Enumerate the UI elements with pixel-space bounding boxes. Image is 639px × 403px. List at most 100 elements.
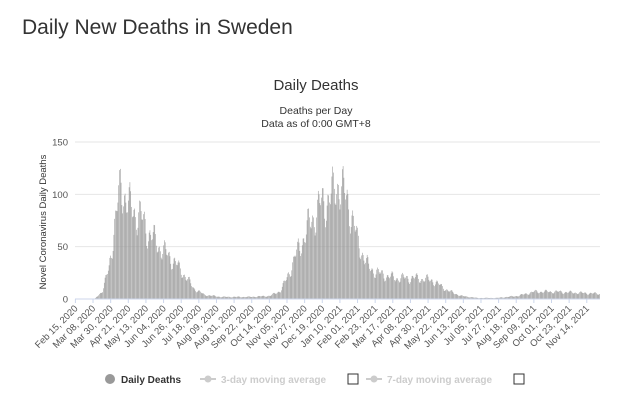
bar[interactable] — [599, 294, 600, 299]
bar[interactable] — [249, 296, 250, 299]
bar[interactable] — [168, 252, 169, 299]
bar[interactable] — [485, 297, 487, 299]
bar[interactable] — [97, 296, 99, 299]
bar[interactable] — [506, 296, 507, 299]
bar[interactable] — [453, 293, 455, 299]
bar[interactable] — [132, 216, 134, 299]
bar[interactable] — [366, 258, 367, 299]
bar[interactable] — [134, 208, 136, 299]
bar[interactable] — [283, 280, 285, 299]
bar[interactable] — [374, 277, 376, 299]
bar[interactable] — [346, 195, 347, 299]
bar[interactable] — [377, 267, 378, 299]
bar[interactable] — [307, 208, 309, 299]
bar[interactable] — [368, 263, 370, 299]
bar[interactable] — [585, 292, 587, 299]
bar[interactable] — [349, 226, 350, 299]
bar[interactable] — [248, 296, 249, 299]
bar[interactable] — [397, 278, 398, 299]
bar[interactable] — [103, 282, 105, 299]
bar[interactable] — [240, 297, 241, 299]
bar[interactable] — [467, 297, 469, 299]
bar[interactable] — [472, 297, 474, 299]
bar[interactable] — [267, 296, 269, 299]
bar[interactable] — [560, 290, 561, 299]
bar[interactable] — [159, 246, 160, 299]
bar[interactable] — [236, 296, 237, 299]
bar[interactable] — [576, 293, 577, 299]
bar[interactable] — [568, 291, 570, 299]
bar[interactable] — [271, 294, 273, 299]
bar[interactable] — [293, 255, 295, 299]
bar[interactable] — [251, 297, 253, 299]
bar[interactable] — [584, 292, 585, 299]
bar[interactable] — [285, 281, 286, 299]
bar[interactable] — [152, 232, 154, 299]
bar[interactable] — [321, 197, 322, 299]
bar[interactable] — [579, 292, 580, 299]
bar[interactable] — [247, 296, 249, 299]
bar[interactable] — [532, 292, 534, 299]
bar[interactable] — [154, 225, 156, 299]
bar[interactable] — [412, 275, 414, 299]
bar[interactable] — [334, 203, 336, 299]
bar[interactable] — [378, 272, 380, 299]
bar[interactable] — [225, 296, 227, 299]
bar[interactable] — [180, 274, 182, 299]
bar[interactable] — [458, 295, 459, 299]
bar[interactable] — [526, 293, 527, 299]
bar[interactable] — [514, 296, 515, 299]
bar[interactable] — [140, 201, 141, 299]
bar[interactable] — [163, 245, 164, 299]
bar[interactable] — [394, 281, 396, 299]
bar[interactable] — [556, 291, 558, 299]
bar[interactable] — [274, 293, 276, 299]
bar[interactable] — [587, 294, 588, 299]
bar[interactable] — [455, 293, 457, 299]
bar[interactable] — [545, 289, 547, 299]
bar[interactable] — [204, 295, 206, 299]
bar[interactable] — [305, 242, 306, 299]
bar[interactable] — [257, 296, 259, 299]
bar[interactable] — [487, 297, 489, 299]
bar[interactable] — [198, 290, 200, 299]
bar[interactable] — [500, 297, 502, 299]
bar[interactable] — [573, 293, 575, 299]
bar[interactable] — [401, 274, 402, 299]
bar[interactable] — [318, 194, 320, 299]
bar[interactable] — [280, 292, 281, 299]
bar[interactable] — [132, 217, 133, 299]
bar[interactable] — [379, 273, 381, 299]
bar[interactable] — [286, 277, 288, 299]
bar[interactable] — [331, 176, 333, 299]
bar[interactable] — [564, 293, 565, 299]
bar[interactable] — [393, 276, 394, 299]
bar[interactable] — [184, 276, 186, 299]
bar[interactable] — [358, 248, 360, 299]
bar[interactable] — [384, 281, 386, 299]
bar[interactable] — [528, 294, 530, 299]
bar[interactable] — [229, 297, 231, 299]
bar[interactable] — [313, 227, 315, 299]
bar[interactable] — [225, 296, 226, 299]
bar[interactable] — [330, 204, 331, 299]
bar[interactable] — [312, 215, 313, 299]
bar[interactable] — [461, 295, 463, 299]
bar[interactable] — [471, 297, 472, 299]
bar[interactable] — [311, 221, 313, 299]
bar[interactable] — [106, 274, 107, 299]
bar[interactable] — [398, 282, 400, 299]
bar[interactable] — [99, 294, 100, 299]
bar[interactable] — [440, 283, 442, 299]
bar[interactable] — [304, 242, 305, 299]
bar[interactable] — [491, 297, 492, 299]
bar[interactable] — [314, 235, 316, 299]
bar[interactable] — [544, 291, 545, 299]
bar[interactable] — [268, 295, 269, 299]
bar[interactable] — [365, 262, 366, 299]
bar[interactable] — [553, 293, 555, 299]
bar[interactable] — [352, 210, 354, 299]
bar[interactable] — [430, 280, 431, 299]
bar[interactable] — [503, 297, 504, 299]
bar[interactable] — [292, 262, 293, 299]
